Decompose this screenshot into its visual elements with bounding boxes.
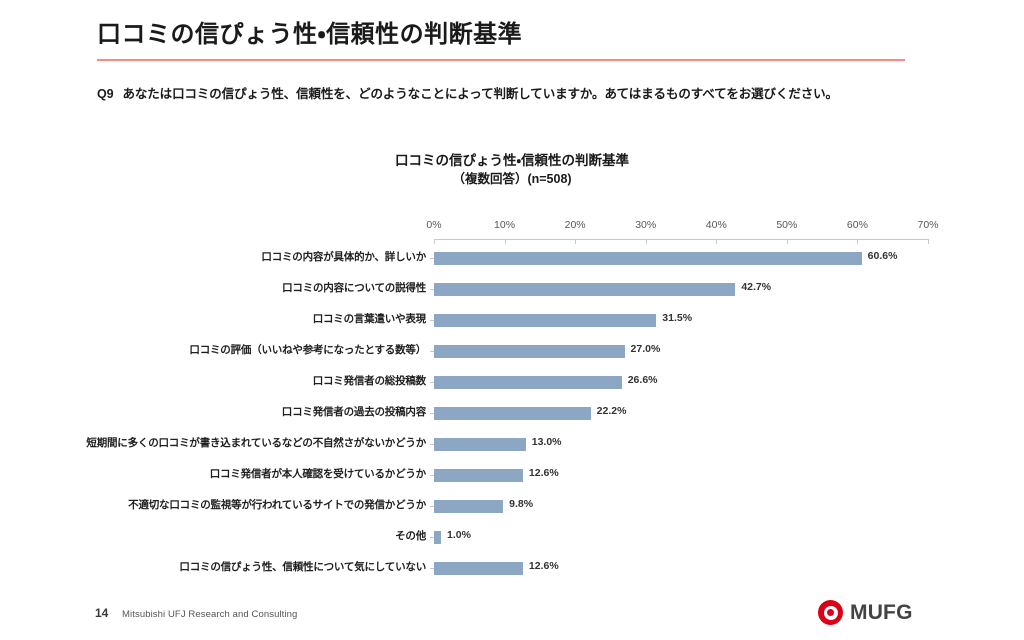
y-axis-tick: [430, 537, 434, 538]
x-axis-tick-label: 10%: [494, 219, 516, 231]
y-axis-tick: [430, 320, 434, 321]
chart-bar: [434, 469, 523, 482]
x-axis-tick: [786, 239, 788, 244]
x-axis-tick-label: 30%: [635, 219, 657, 231]
chart-category-label: 口コミの内容が具体的か、詳しいか: [261, 251, 426, 263]
chart-category-label: 口コミの信ぴょう性、信頼性について気にしていない: [179, 561, 426, 573]
chart-bar-row: 口コミ発信者が本人確認を受けているかどうか 12.6%: [210, 460, 1024, 491]
x-axis-tick: [434, 239, 435, 244]
chart-value-label: 31.5%: [662, 312, 693, 324]
chart-bar: [434, 345, 625, 358]
x-axis-tick-label: 60%: [846, 219, 868, 231]
y-axis-tick: [430, 475, 434, 476]
chart-value-label: 12.6%: [528, 560, 559, 572]
x-axis-tick: [716, 239, 718, 244]
chart-bar: [434, 531, 442, 544]
y-axis-tick: [430, 351, 434, 352]
chart-bar-row: 口コミの内容についての説得性 42.7%: [282, 274, 1024, 305]
chart-category-label: 口コミ発信者の総投稿数: [312, 375, 427, 387]
chart-category-label: 口コミの評価（いいねや参考になったとする数等）: [189, 344, 426, 356]
chart-bar: [434, 252, 862, 265]
chart-subtitle: （複数回答）(n=508): [452, 172, 572, 186]
chart-bar-row: 口コミの内容が具体的か、詳しいか 60.6%: [261, 243, 1024, 274]
chart-bar-row: 短期間に多くの口コミが書き込まれているなどの不自然さがないかどうか 13.0%: [86, 429, 1024, 460]
title-divider: [97, 59, 905, 61]
chart-bar: [434, 500, 504, 513]
chart-category-label: 不適切な口コミの監視等が行われているサイトでの発信かどうか: [128, 499, 426, 511]
x-axis-tick-label: 50%: [776, 219, 798, 231]
chart-bar: [434, 283, 736, 296]
chart-bar: [434, 438, 526, 451]
x-axis-tick: [928, 239, 929, 244]
mufg-circle-icon: [818, 600, 843, 625]
y-axis-tick: [430, 413, 434, 414]
x-axis-tick: [645, 239, 647, 244]
mufg-logo: MUFG: [818, 600, 913, 625]
x-axis-tick: [575, 239, 577, 244]
mufg-dot-icon: [827, 609, 834, 616]
question-text: あなたは口コミの信ぴょう性、信頼性を、どのようなことによって判断していますか。あ…: [122, 87, 838, 101]
question-line: Q9 あなたは口コミの信ぴょう性、信頼性を、どのようなことによって判断していますか…: [97, 83, 838, 102]
mufg-ring-icon: [823, 605, 838, 620]
chart-value-label: 42.7%: [741, 281, 772, 293]
chart-value-label: 27.0%: [630, 343, 661, 355]
chart-bar-row: 口コミの言葉遣いや表現 31.5%: [313, 305, 1024, 336]
chart-value-label: 12.6%: [528, 467, 559, 479]
chart-value-label: 13.0%: [531, 436, 562, 448]
mufg-wordmark: MUFG: [850, 600, 913, 624]
y-axis-tick: [430, 568, 434, 569]
y-axis-tick: [430, 289, 434, 290]
chart-category-label: 口コミの内容についての説得性: [282, 282, 426, 294]
chart-bar-row: 口コミの評価（いいねや参考になったとする数等） 27.0%: [189, 336, 1024, 367]
chart-title: 口コミの信ぴょう性・信頼性の判断基準: [394, 153, 630, 168]
footer-page-number: 14: [95, 606, 109, 620]
question-number: Q9: [97, 87, 114, 101]
chart-bar-row: その他 1.0%: [395, 522, 1024, 553]
chart-category-label: 口コミの言葉遣いや表現: [312, 313, 427, 325]
x-axis-tick-label: 0%: [426, 219, 442, 231]
chart-bar-row: 口コミ発信者の過去の投稿内容 22.2%: [282, 398, 1024, 429]
x-axis-tick: [857, 239, 859, 244]
page-title: 口コミの信ぴょう性・信頼性の判断基準: [97, 21, 523, 48]
chart-plot-area: 0% 10% 20% 30% 40% 50% 60% 70% 口コミの内容が具体的か、詳しいか…: [86, 219, 939, 580]
y-axis-tick: [430, 258, 434, 259]
x-axis-line: [434, 239, 928, 240]
x-axis-tick-label: 70%: [917, 219, 939, 231]
chart-bar-row: 口コミ発信者の総投稿数 26.6%: [313, 367, 1024, 398]
y-axis-tick: [430, 506, 434, 507]
chart-category-label: 短期間に多くの口コミが書き込まれているなどの不自然さがないかどうか: [86, 437, 426, 449]
chart-bar-row: 不適切な口コミの監視等が行われているサイトでの発信かどうか 9.8%: [128, 491, 1024, 522]
x-axis-tick-label: 40%: [705, 219, 727, 231]
chart-bar: [434, 314, 657, 327]
chart-value-label: 26.6%: [627, 374, 658, 386]
x-axis-tick-label: 20%: [564, 219, 586, 231]
chart-bar: [434, 376, 622, 389]
y-axis-tick: [430, 444, 434, 445]
chart-category-label: その他: [395, 530, 426, 542]
chart-value-label: 60.6%: [867, 250, 898, 262]
chart-bar: [434, 407, 591, 420]
chart-bar-row: 口コミの信ぴょう性、信頼性について気にしていない 12.6%: [179, 553, 1024, 584]
chart-category-label: 口コミ発信者の過去の投稿内容: [281, 406, 426, 418]
x-axis-tick: [504, 239, 506, 244]
y-axis-tick: [430, 382, 434, 383]
chart-bar: [434, 562, 523, 575]
chart-value-label: 22.2%: [596, 405, 627, 417]
chart-value-label: 9.8%: [509, 498, 534, 510]
chart-category-label: 口コミ発信者が本人確認を受けているかどうか: [209, 468, 427, 480]
footer-organization: Mitsubishi UFJ Research and Consulting: [122, 609, 298, 620]
chart-value-label: 1.0%: [447, 529, 471, 541]
